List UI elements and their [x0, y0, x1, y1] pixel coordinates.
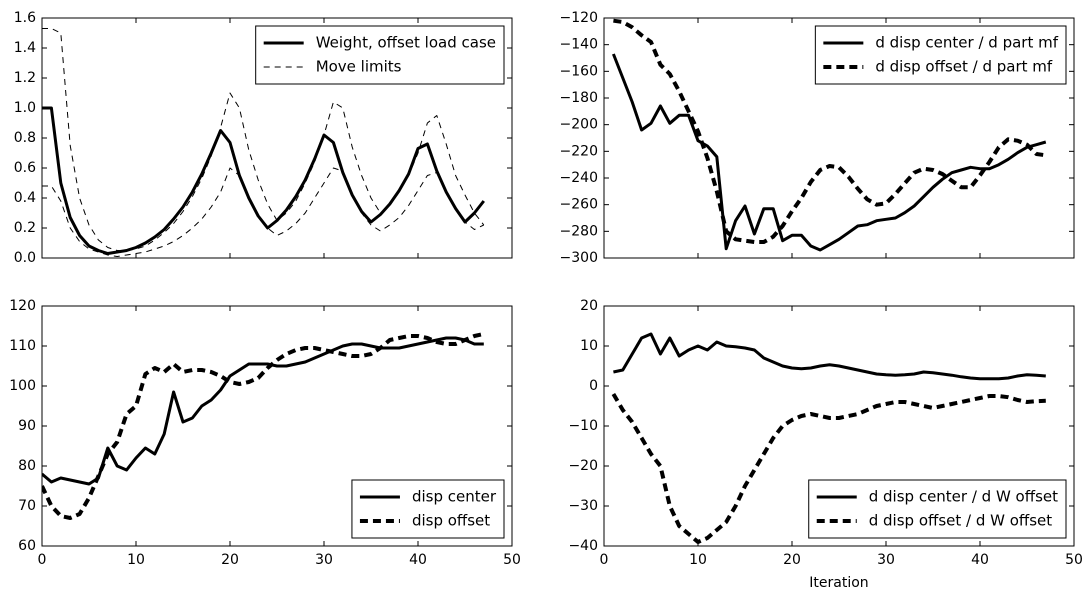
legend-label: d disp offset / d W offset: [869, 512, 1053, 530]
x-tick-label: 20: [783, 552, 801, 568]
legend-box: [814, 25, 1067, 85]
legend-box: [808, 479, 1067, 539]
legend-box: [255, 25, 505, 85]
y-tick-label: −140: [560, 37, 598, 53]
legend-box: [351, 479, 505, 539]
y-tick-label: −120: [560, 10, 598, 26]
legend: disp center disp offset: [351, 479, 505, 539]
y-tick-label: 10: [580, 338, 598, 354]
data-line: [613, 332, 1046, 381]
y-tick-label: 110: [9, 338, 36, 354]
data-line: [42, 106, 485, 255]
y-tick-label: −280: [560, 223, 598, 239]
panel: −300 −280 −260 −240 −220 −200 −180 −160 −140 −120…: [560, 10, 1075, 266]
y-tick-label: 0.8: [14, 130, 36, 146]
y-tick-label: 0.6: [14, 160, 36, 176]
y-tick-label: 1.4: [14, 40, 36, 56]
y-tick-label: 60: [18, 538, 36, 554]
x-tick-label: 40: [409, 552, 427, 568]
x-tick-label: 10: [127, 552, 145, 568]
y-tick-label: −10: [568, 418, 598, 434]
data-line: [42, 336, 484, 486]
y-tick-label: −200: [560, 117, 598, 133]
data-line: [42, 28, 485, 251]
legend-label: Move limits: [316, 58, 402, 76]
x-tick-label: 30: [877, 552, 895, 568]
y-tick-label: −160: [560, 63, 598, 79]
x-tick-label: 40: [971, 552, 989, 568]
y-tick-label: 20: [580, 298, 598, 314]
y-tick-label: 70: [18, 498, 36, 514]
legend-label: disp offset: [412, 512, 490, 530]
x-tick-label: 0: [38, 552, 47, 568]
y-tick-label: 1.0: [14, 100, 36, 116]
legend-label: d disp center / d part mf: [875, 34, 1058, 52]
data-line: [42, 332, 485, 520]
x-tick-label: 20: [221, 552, 239, 568]
legend: d disp center / d W offset d disp offset …: [808, 479, 1067, 539]
y-tick-label: 80: [18, 458, 36, 474]
legend-label: d disp center / d W offset: [869, 488, 1058, 506]
y-tick-label: −40: [568, 538, 598, 554]
axes-frame: [603, 17, 1075, 259]
legend-label: disp center: [412, 488, 497, 506]
y-tick-label: −260: [560, 197, 598, 213]
x-axis-label: Iteration: [809, 575, 868, 591]
data-line: [611, 392, 1046, 544]
y-tick-label: −20: [568, 458, 598, 474]
y-tick-label: 0: [589, 378, 598, 394]
legend-label: d disp offset / d part mf: [875, 58, 1053, 76]
y-tick-label: −300: [560, 250, 598, 266]
y-tick-label: −220: [560, 143, 598, 159]
y-tick-label: 0.4: [14, 190, 36, 206]
legend: Weight, offset load case Move limits: [255, 25, 505, 85]
data-line: [612, 53, 1047, 252]
y-tick-label: −240: [560, 170, 598, 186]
x-tick-label: 10: [689, 552, 707, 568]
plot-area: [42, 332, 485, 520]
y-tick-label: 90: [18, 418, 36, 434]
y-tick-label: −180: [560, 90, 598, 106]
panel: 0.0 0.2 0.4 0.6 0.8 1.0 1.2 1.4 1.6 Weight, offse…: [14, 10, 513, 266]
legend: d disp center / d part mf d disp offset /…: [814, 25, 1067, 85]
y-tick-label: −30: [568, 498, 598, 514]
y-tick-label: 1.6: [14, 10, 36, 26]
x-tick-label: 0: [600, 552, 609, 568]
x-tick-label: 50: [503, 552, 521, 568]
plot-area: [612, 18, 1047, 252]
legend-label: Weight, offset load case: [316, 34, 496, 52]
y-tick-label: 100: [9, 378, 36, 394]
x-tick-label: 50: [1065, 552, 1083, 568]
plot-area: [611, 332, 1046, 544]
data-line: [613, 18, 1047, 244]
y-tick-label: 0.0: [14, 250, 36, 266]
x-tick-label: 30: [315, 552, 333, 568]
data-line: [42, 167, 485, 257]
panel: −40 −30 −20 −10 0 10 20 0 10 20 30 40 50 Iteration d d…: [568, 298, 1082, 591]
y-tick-label: 1.2: [14, 70, 36, 86]
plot-area: [42, 28, 485, 257]
y-tick-label: 0.2: [14, 220, 36, 236]
y-tick-label: 120: [9, 298, 36, 314]
